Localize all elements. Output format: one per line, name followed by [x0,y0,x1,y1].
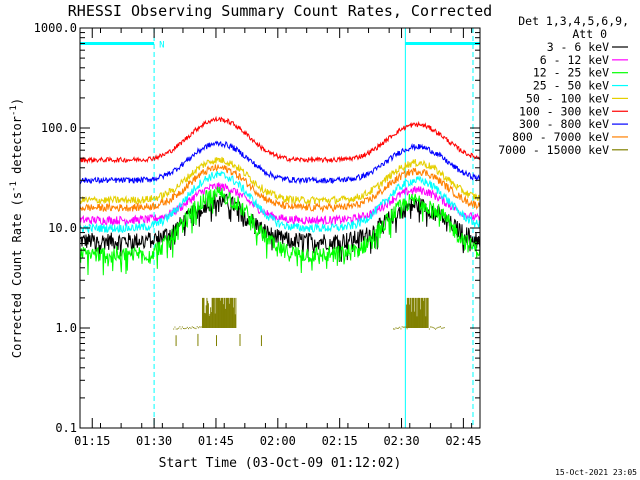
burst-tail [428,326,445,330]
y-label-exponent: -1 [9,105,19,116]
series-line [79,156,481,205]
chart-title: RHESSI Observing Summary Count Rates, Co… [68,2,492,20]
plot-area: N [79,28,481,428]
y-label-exponent: -1 [9,181,19,192]
legend-label: 800 - 7000 keV [512,130,609,144]
legend-label: 3 - 6 keV [547,40,609,54]
burst-tail [173,326,203,330]
legend-label: 6 - 12 keV [540,53,609,67]
legend-subtitle: Att 0 [572,27,607,41]
legend-label: 25 - 50 keV [533,79,609,93]
legend-label: 100 - 300 keV [519,104,609,118]
burst-block [406,297,429,328]
y-label-part: ) [10,98,24,105]
y-tick-label: 1000.0 [34,21,77,35]
x-axis: 01:15 01:30 01:45 02:00 02:15 02:30 02:45 [74,28,481,448]
legend-label: 7000 - 15000 keV [498,143,609,157]
burst-block [201,297,237,328]
burst-tail [392,326,408,330]
series-line [79,170,481,234]
x-tick-label: 02:00 [260,434,296,448]
y-axis-label: Corrected Count Rate (s-1 detector-1) [9,98,24,358]
x-tick-label: 02:45 [445,434,481,448]
series-line [79,164,481,214]
y-tick-label: 0.1 [55,421,77,435]
x-tick-label: 02:30 [383,434,419,448]
x-tick-label: 02:15 [322,434,358,448]
series-line [79,115,481,164]
series-line [79,140,481,185]
legend-label: 50 - 100 keV [526,91,609,105]
y-tick-label: 10.0 [48,221,77,235]
x-axis-label: Start Time (03-Oct-09 01:12:02) [159,456,402,471]
series-line [79,182,481,227]
x-tick-label: 01:30 [136,434,172,448]
y-label-part: detector [10,116,24,181]
legend-label: 12 - 25 keV [533,66,609,80]
series-line [79,186,481,276]
legend-title: Det 1,3,4,5,6,9, [518,14,629,28]
footer-timestamp: 15-Oct-2021 23:05 [555,468,637,477]
y-label-part: Corrected Count Rate (s [10,192,24,358]
y-tick-label: 100.0 [41,121,77,135]
x-tick-label: 01:15 [74,434,110,448]
y-tick-label: 1.0 [55,321,77,335]
flag-label: N [159,40,164,50]
y-axis: 1000.0 100.0 10.0 1.0 0.1 [34,21,480,435]
series-line [79,193,481,262]
x-tick-label: 01:45 [198,434,234,448]
legend-label: 300 - 800 keV [519,117,609,131]
